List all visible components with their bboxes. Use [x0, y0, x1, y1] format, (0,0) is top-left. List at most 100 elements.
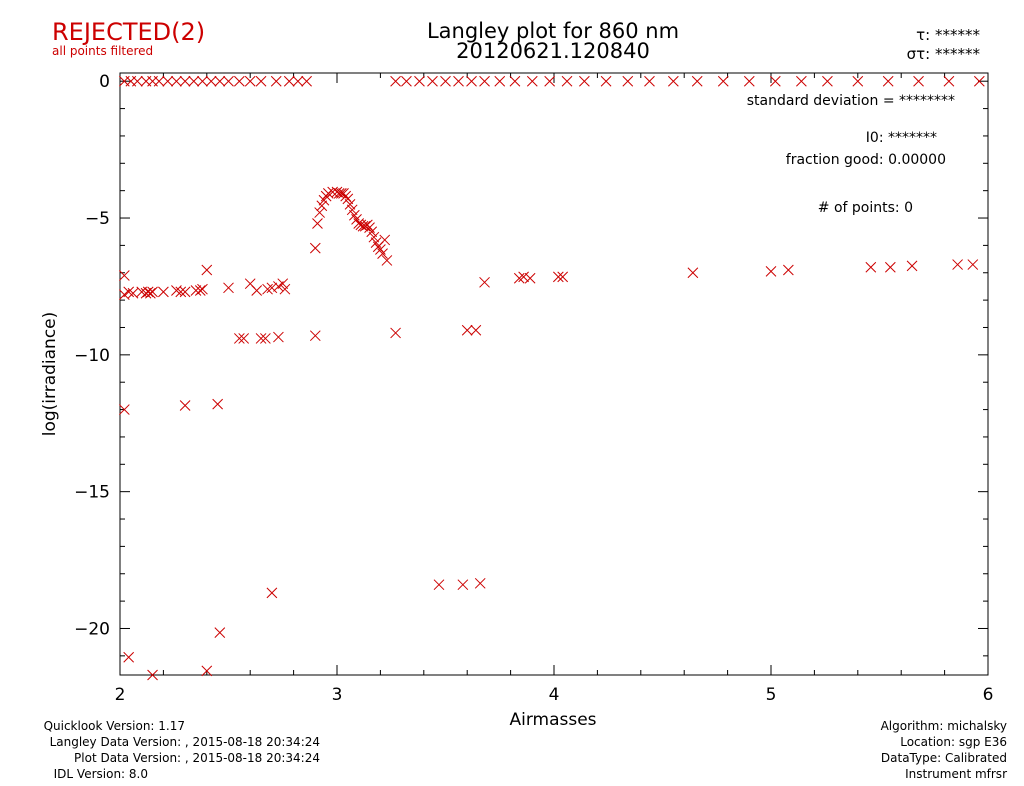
data-point [474, 577, 486, 589]
data-point [309, 242, 321, 254]
data-point [769, 75, 781, 87]
data-point [884, 261, 896, 273]
y-tick-label: −10 [74, 346, 110, 366]
data-point [524, 272, 536, 284]
data-point [479, 276, 490, 288]
data-point [433, 579, 445, 591]
data-point [238, 333, 250, 344]
y-tick-label: 0 [99, 72, 110, 92]
status-label: REJECTED(2) [52, 18, 205, 46]
data-point [687, 267, 699, 279]
footer-left: Quicklook Version: 1.17 Langley Data Ver… [44, 719, 320, 781]
stat-num-points: # of points: 0 [818, 200, 913, 216]
data-point [865, 261, 877, 273]
data-point [214, 75, 226, 87]
data-point [188, 75, 200, 87]
data-point [466, 75, 477, 87]
data-point [375, 244, 386, 255]
data-point [557, 271, 569, 283]
data-point [390, 75, 401, 87]
data-point [333, 188, 345, 199]
data-point [153, 75, 165, 87]
data-point [214, 627, 226, 638]
data-point [147, 286, 158, 298]
data-point [457, 579, 469, 591]
data-point [162, 75, 174, 87]
data-point [765, 266, 777, 277]
data-point [277, 278, 289, 290]
y-axis-label: log(irradiance) [40, 312, 60, 437]
data-point [205, 75, 217, 87]
data-point [158, 286, 169, 298]
data-point [142, 286, 154, 298]
data-point [140, 287, 152, 299]
data-point [822, 75, 833, 87]
data-point [453, 75, 464, 87]
x-tick-label: 4 [549, 685, 560, 705]
data-point [301, 75, 312, 87]
data-point [783, 264, 794, 276]
data-point [244, 75, 256, 87]
data-point [279, 283, 291, 295]
data-point [743, 75, 755, 87]
data-point [414, 75, 425, 87]
data-point [118, 404, 130, 415]
footer-idl-version: IDL Version: 8.0 [54, 767, 148, 781]
data-point [132, 75, 143, 87]
data-point [255, 75, 267, 87]
footer-instrument: Instrument mfrsr [905, 767, 1007, 781]
tau-value: τ: ****** [916, 26, 980, 44]
data-point [667, 75, 679, 87]
data-point [190, 285, 202, 296]
data-point [544, 75, 556, 87]
data-point [145, 287, 156, 299]
chart-subtitle: 20120621.120840 [456, 39, 650, 63]
footer-quicklook-version: Quicklook Version: 1.17 [44, 719, 185, 733]
data-point [201, 665, 213, 677]
data-point [952, 259, 963, 270]
data-point [390, 327, 401, 339]
data-point [526, 75, 538, 87]
data-point [127, 287, 139, 299]
y-tick-label: −15 [74, 483, 110, 503]
x-axis-label: Airmasses [509, 710, 596, 730]
data-point [175, 286, 187, 298]
data-point [314, 207, 325, 218]
data-point [322, 188, 334, 199]
data-point [357, 220, 369, 232]
data-point [518, 271, 529, 283]
data-point [201, 264, 213, 276]
data-point [470, 324, 482, 336]
data-point [251, 285, 263, 296]
data-point [266, 282, 278, 294]
data-point [118, 270, 130, 281]
data-point [223, 282, 234, 294]
data-point [123, 286, 135, 298]
data-point [600, 75, 612, 87]
data-point [233, 75, 245, 87]
data-points [118, 75, 985, 681]
data-point [579, 75, 590, 87]
data-point [171, 285, 182, 296]
data-point [197, 75, 208, 87]
data-point [260, 333, 271, 344]
data-point [359, 220, 371, 232]
footer-algorithm: Algorithm: michalsky [881, 719, 1007, 733]
y-tick-label: −5 [85, 209, 110, 229]
data-point [366, 226, 378, 238]
x-tick-label: 2 [115, 685, 126, 705]
data-point [691, 75, 703, 87]
data-point [973, 75, 985, 87]
footer-right: Algorithm: michalsky Location: sgp E36 D… [881, 719, 1007, 781]
data-point [255, 333, 267, 344]
data-point [179, 400, 191, 411]
data-point [427, 75, 438, 87]
data-point [270, 75, 282, 87]
data-point [147, 669, 158, 681]
x-tick-label: 3 [332, 685, 343, 705]
data-point [509, 75, 521, 87]
data-point [513, 272, 525, 284]
data-point [171, 75, 182, 87]
data-point [292, 75, 304, 87]
data-point [552, 271, 564, 283]
